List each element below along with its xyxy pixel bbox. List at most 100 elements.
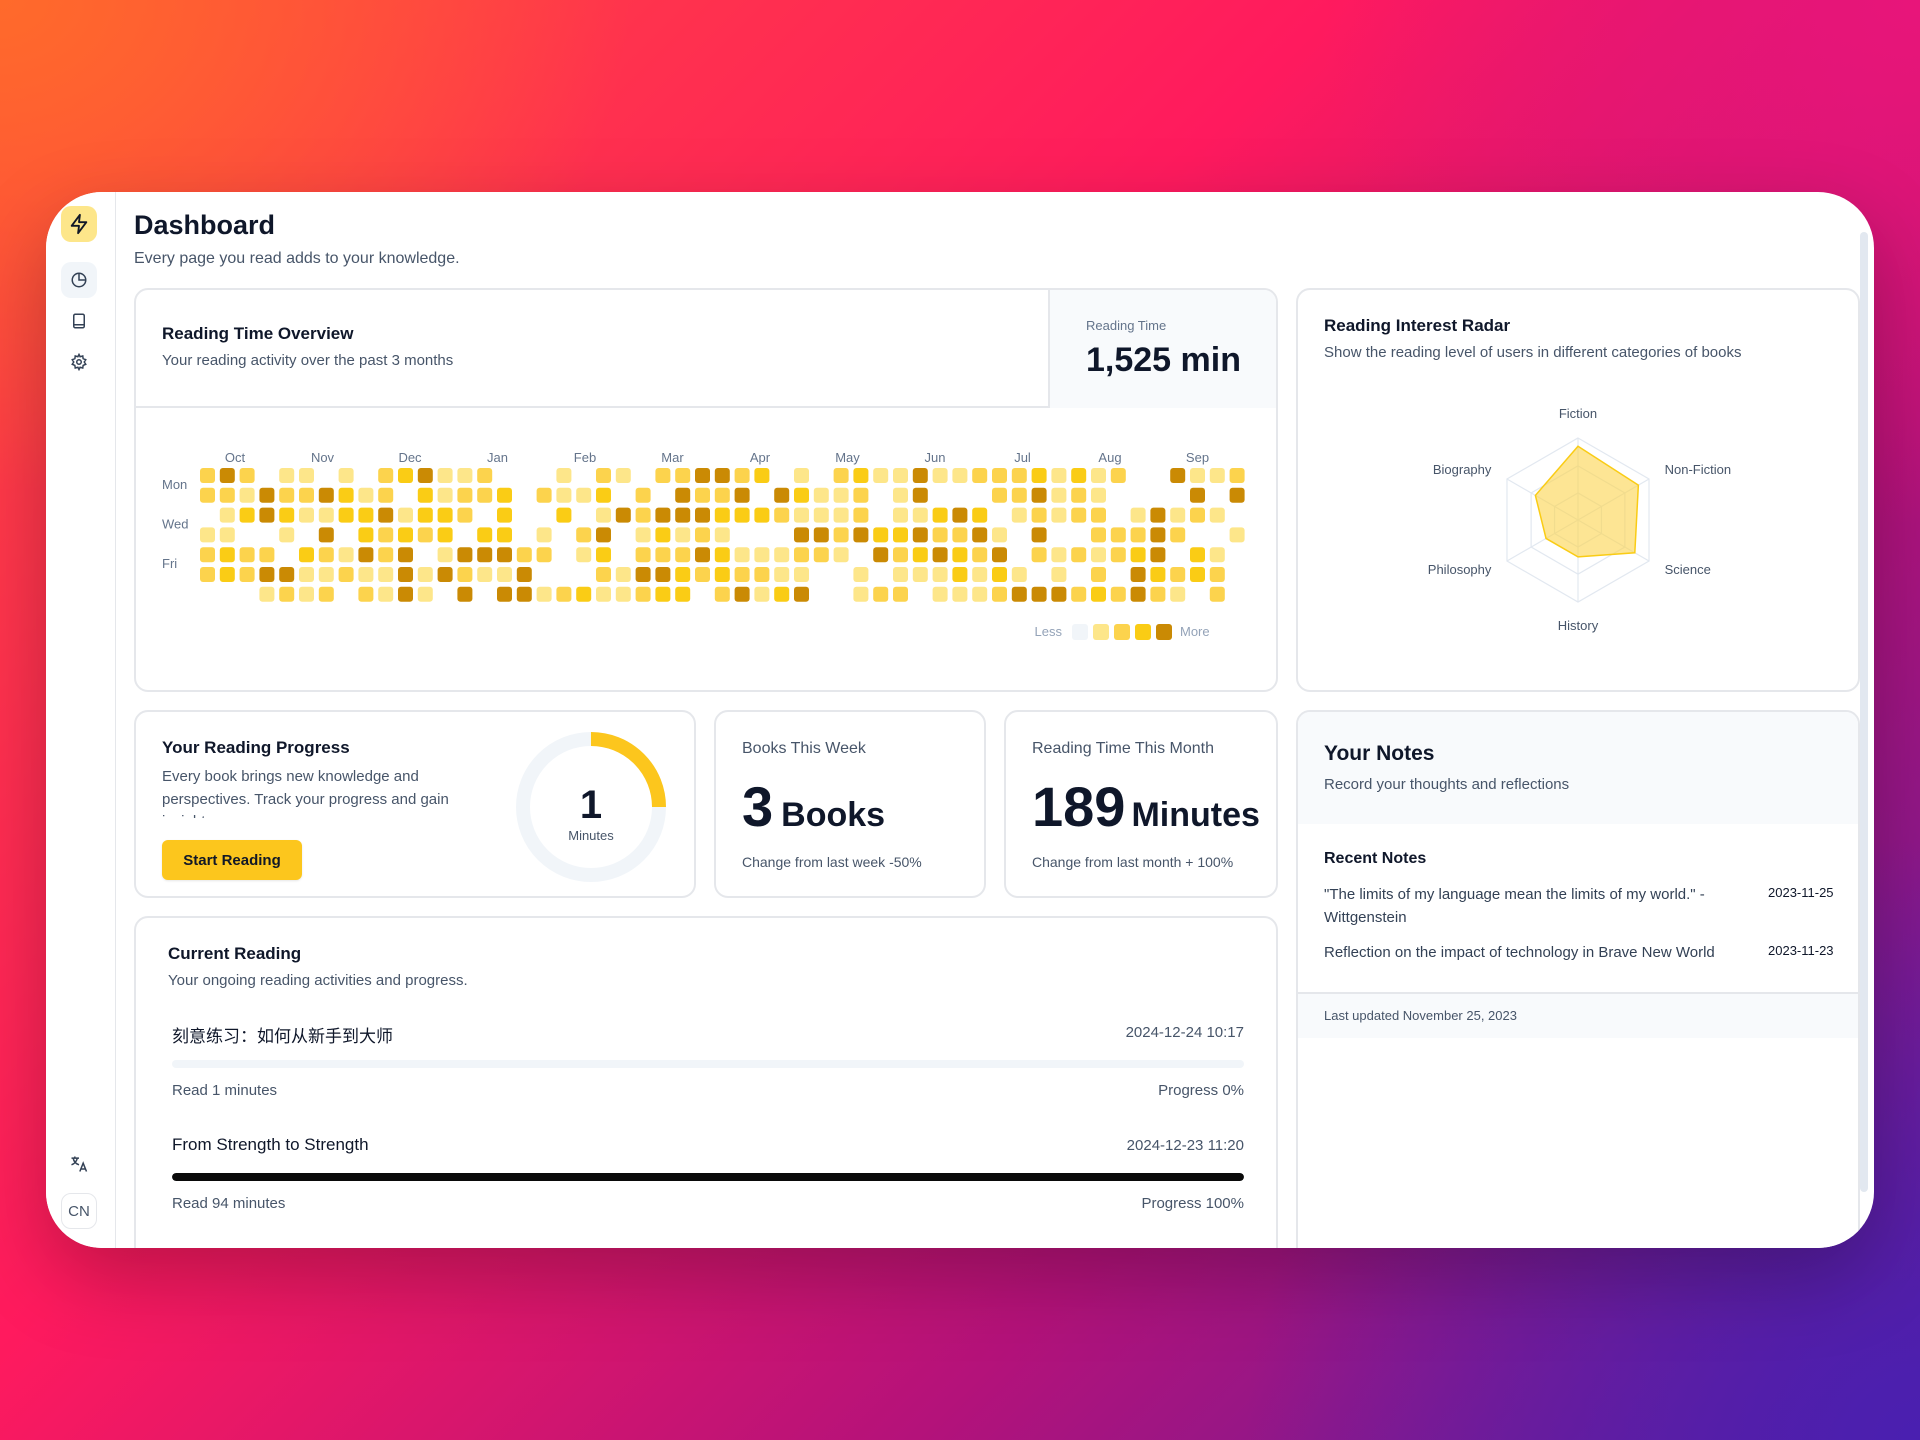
heatmap-cell [1051, 586, 1067, 602]
heatmap-cell [912, 468, 928, 483]
heatmap-cell [675, 547, 691, 563]
heatmap-cell [912, 567, 928, 582]
heatmap-cell [1091, 468, 1106, 483]
heatmap-cell [1011, 567, 1027, 582]
radar-label: Biography [1433, 462, 1492, 477]
heatmap-cell [932, 567, 948, 582]
heatmap-cell [1130, 527, 1146, 543]
heatmap-cell [734, 507, 750, 523]
heatmap-cell [200, 567, 215, 582]
book-progress-fill [172, 1173, 1244, 1181]
heatmap-cell [279, 487, 295, 503]
heatmap-cell [1170, 527, 1186, 543]
heatmap-cell [536, 487, 552, 503]
book-timestamp: 2024-12-24 10:17 [1125, 1024, 1244, 1041]
books-this-week-card: Books This Week 3 Books Change from last … [714, 710, 986, 898]
heatmap-cell [1031, 487, 1047, 503]
pie-chart-icon[interactable] [61, 262, 97, 298]
heatmap-cell [318, 586, 334, 602]
heatmap-cell [912, 527, 928, 543]
month-label: Jul [1014, 450, 1031, 465]
notes-header: Your Notes Record your thoughts and refl… [1298, 712, 1858, 824]
heatmap-cell [378, 527, 394, 543]
heatmap-cell [378, 567, 394, 582]
card-header: Reading Time Overview Your reading activ… [136, 290, 1276, 408]
heatmap-cell [813, 507, 829, 523]
heatmap-cell [299, 487, 314, 503]
translate-icon[interactable] [61, 1146, 97, 1182]
heatmap-cell [417, 527, 433, 543]
heatmap-cell [318, 567, 334, 582]
heatmap-cell [794, 567, 809, 582]
reading-progress-card: Your Reading Progress Every book brings … [134, 710, 696, 898]
heatmap-cell [1190, 547, 1205, 563]
heatmap-cell [992, 468, 1007, 483]
heatmap-cell [853, 567, 869, 582]
heatmap-cell [833, 547, 849, 563]
stat-number: 189 [1032, 775, 1126, 838]
heatmap-cell [1011, 586, 1027, 602]
heatmap-cell [1170, 468, 1186, 483]
day-label: Fri [162, 556, 177, 571]
heatmap-cell [853, 487, 869, 503]
heatmap-cell [457, 547, 473, 563]
language-switch[interactable]: CN [61, 1193, 97, 1229]
heatmap-cell [932, 507, 948, 523]
heatmap-cell [714, 507, 730, 523]
heatmap-cell [972, 567, 988, 582]
heatmap-cell [1190, 468, 1205, 483]
heatmap-cell [695, 468, 710, 483]
heatmap-cell [972, 527, 988, 543]
heatmap-cell [615, 586, 631, 602]
book-progress-label: Progress 0% [1158, 1082, 1244, 1099]
stat-value: 189 Minutes [1032, 774, 1260, 839]
start-reading-button[interactable]: Start Reading [162, 840, 302, 880]
heatmap-cell [259, 547, 275, 563]
heatmap-cell [576, 586, 592, 602]
note-text: Reflection on the impact of technology i… [1324, 944, 1715, 961]
heatmap-cell [1091, 567, 1106, 582]
heatmap-cell [378, 586, 394, 602]
notes-card: Your Notes Record your thoughts and refl… [1296, 710, 1860, 1248]
heatmap-cell [675, 527, 691, 543]
heatmap-cell [556, 507, 572, 523]
heatmap-cell [774, 487, 790, 503]
heatmap-cell [437, 527, 453, 543]
stat-unit: Minutes [1131, 796, 1260, 834]
heatmap-cell [378, 487, 394, 503]
heatmap-cell [437, 547, 453, 563]
heatmap-cell [358, 547, 374, 563]
heatmap-cell [417, 468, 433, 483]
heatmap-cell [536, 586, 552, 602]
heatmap-cell [318, 527, 334, 543]
heatmap-cell [457, 468, 473, 483]
heatmap-cell [1031, 468, 1047, 483]
heatmap-cell [734, 567, 750, 582]
heatmap-cell [299, 586, 314, 602]
main-content: Dashboard Every page you read adds to yo… [116, 192, 1874, 1248]
heatmap-cell [477, 487, 493, 503]
heatmap-cell [219, 468, 235, 483]
note-date: 2023-11-23 [1768, 943, 1834, 958]
heatmap-cell [655, 468, 671, 483]
legend-swatch [1114, 624, 1130, 640]
page-title: Dashboard [134, 210, 276, 240]
legend-less: Less [1035, 624, 1063, 639]
reading-time-overview-card: Reading Time Overview Your reading activ… [134, 288, 1278, 692]
gear-icon[interactable] [61, 344, 97, 380]
heatmap-cell [734, 547, 750, 563]
heatmap-cell [1110, 468, 1126, 483]
book-icon[interactable] [61, 303, 97, 339]
heatmap-cell [1051, 487, 1067, 503]
reading-interest-radar-card: Fiction Non-Fiction Science History Philosop… [1296, 288, 1860, 692]
heatmap-cell [893, 468, 908, 483]
heatmap-cell [1190, 487, 1205, 503]
heatmap-cell [853, 507, 869, 523]
radar-chart: Fiction Non-Fiction Science History Philosop… [1428, 406, 1731, 633]
heatmap-cell [398, 547, 413, 563]
heatmap-cell [1110, 527, 1126, 543]
scrollbar[interactable] [1860, 232, 1868, 1192]
heatmap-cell [417, 487, 433, 503]
bolt-icon[interactable] [61, 206, 97, 242]
legend-swatch [1135, 624, 1151, 640]
